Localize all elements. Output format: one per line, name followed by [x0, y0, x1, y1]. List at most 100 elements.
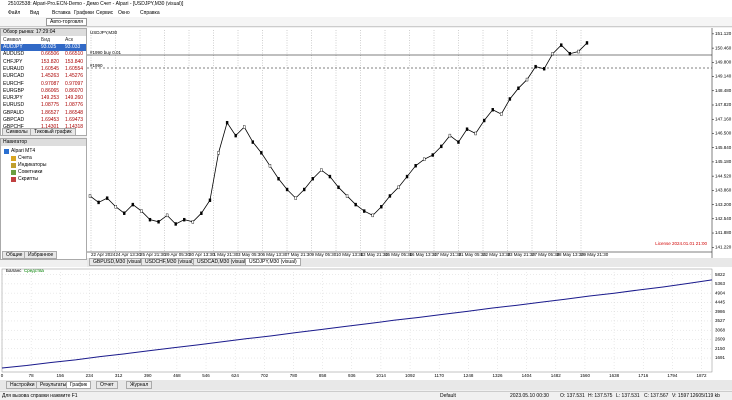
x-tick-label: 16 May 13:30: [410, 252, 438, 257]
menu-item[interactable]: Окно: [118, 10, 130, 16]
chart-tab[interactable]: USDCHF,M30 (visual): [141, 258, 198, 266]
candle: [183, 217, 186, 222]
x-tick-label: 1794: [667, 373, 678, 378]
price: 1.08776: [65, 102, 84, 109]
x-tick-label: 1638: [609, 373, 620, 378]
symbol-row[interactable]: EURJPY 149.253 149.260: [1, 95, 86, 102]
x-tick-label: 1 May 21:30: [214, 252, 239, 257]
x-tick-label: 1248: [463, 373, 474, 378]
tree-item[interactable]: Скрипты: [18, 176, 38, 182]
symbol-row[interactable]: GBPCAD 1.69453 1.69473: [1, 117, 86, 124]
candle: [440, 144, 443, 149]
symbol-row[interactable]: EURCHF 0.97087 0.97097: [1, 81, 86, 88]
tester-tab[interactable]: График: [66, 381, 92, 389]
chart-tab[interactable]: GBPUSD,M30 (visual): [89, 258, 147, 266]
status-field: V: 1597: [672, 393, 690, 399]
symbol-row[interactable]: CHFJPY 153.820 153.840: [1, 59, 86, 66]
chart-tab[interactable]: USDJPY,M30 (visual): [245, 258, 301, 266]
y-tick-label: 148.480: [715, 88, 732, 93]
panel-tab[interactable]: Символы: [2, 128, 32, 136]
tester-tab[interactable]: Отчет: [96, 381, 118, 389]
panel-tab[interactable]: Общие: [2, 251, 27, 259]
symbol-row[interactable]: EURAUD 1.60545 1.60554: [1, 66, 86, 73]
status-field: 12605/119 kb: [690, 393, 720, 399]
y-tick-label: 147.820: [715, 102, 732, 107]
autotrade-button[interactable]: Авто-торговля: [46, 18, 88, 26]
candle: [294, 196, 297, 200]
x-tick-label: 312: [115, 373, 123, 378]
candle: [88, 194, 92, 198]
y-tick-label: 144.520: [715, 173, 732, 178]
y-tick-label: 2150: [715, 346, 726, 351]
menu-item[interactable]: Графики: [74, 10, 94, 16]
x-tick-label: 702: [261, 373, 269, 378]
price: 149.253: [41, 95, 60, 102]
license-label: License 2024.01.01 21:00: [655, 241, 707, 246]
candle: [251, 140, 255, 144]
x-tick-label: 234: [86, 373, 94, 378]
symbol-row[interactable]: EURUSD 1.08775 1.08776: [1, 102, 86, 109]
status-field: Default: [440, 393, 456, 399]
candle: [105, 196, 109, 200]
symbol-row[interactable]: GBPCHF 1.14301 1.14318: [1, 124, 86, 131]
panel-tab[interactable]: Тиковый график: [30, 128, 76, 136]
price: 0.86065: [41, 87, 60, 94]
tree-item[interactable]: Счета: [18, 155, 32, 161]
menu-item[interactable]: Справка: [140, 10, 160, 16]
symbol-row[interactable]: EURCAD 1.45263 1.45276: [1, 73, 86, 80]
y-tick-label: 142.540: [715, 216, 732, 221]
symbol: EURAUD: [3, 65, 25, 72]
price: 0.66510: [65, 51, 84, 58]
symbol-row[interactable]: AUDUSD 0.66506 0.66510: [1, 51, 86, 58]
symbol: GBPCAD: [3, 117, 25, 123]
x-tick-label: 17 May 21:30: [434, 252, 462, 257]
candle: [148, 217, 152, 222]
candle: [225, 120, 229, 125]
legend-entry: Баланс: [6, 268, 22, 273]
x-tick-label: 28 May 13:30: [557, 252, 585, 257]
tree-item[interactable]: Советники: [18, 169, 43, 175]
y-tick-label: 3527: [715, 318, 726, 323]
panel-tab[interactable]: Избранное: [24, 251, 58, 259]
x-tick-label: 27 May 05:30: [532, 252, 560, 257]
candle: [277, 177, 280, 181]
symbol-row[interactable]: GBPAUD 1.86527 1.86548: [1, 110, 86, 117]
price: 1.60554: [65, 65, 84, 72]
symbol: EURGBP: [3, 87, 25, 94]
symbol-row[interactable]: AUDJPY 93.025 93.033: [1, 44, 86, 51]
y-tick-label: 4445: [715, 300, 726, 305]
candle: [508, 97, 512, 101]
y-tick-label: 141.220: [715, 244, 732, 249]
tester-tabs: Настройки Результаты График Отчет Журнал: [0, 380, 732, 390]
candle: [174, 222, 177, 226]
symbol-row[interactable]: EURGBP 0.86065 0.86070: [1, 88, 86, 95]
column-header: Аск: [65, 37, 74, 43]
tester-tab[interactable]: Журнал: [126, 381, 153, 389]
price: 1.60545: [41, 65, 60, 72]
toolbar: Авто-торговля: [0, 17, 732, 27]
price: 1.69453: [41, 117, 60, 123]
x-tick-label: 780: [290, 373, 298, 378]
column-header: Символ: [3, 37, 22, 43]
tester-graph: 5822 5363 4904 4445 3986 3527 3068 2609 2150 1691…: [0, 267, 732, 380]
symbol: AUDJPY: [3, 44, 23, 50]
price: 1.14318: [65, 124, 83, 131]
chart-tab[interactable]: USDCAD,M30 (visual): [193, 258, 251, 266]
price-chart: 151.120 150.460 149.800 149.140 148.480 147.8…: [87, 28, 732, 258]
candle: [311, 177, 314, 181]
candle: [465, 127, 469, 131]
menu-item[interactable]: Вставка: [52, 10, 71, 16]
menu-item[interactable]: Вид: [30, 10, 40, 16]
tree-item[interactable]: Индикаторы: [18, 162, 47, 168]
tree-item[interactable]: Alpari MT4: [11, 148, 36, 154]
candle: [577, 49, 580, 54]
x-tick-label: 0: [1, 373, 4, 378]
y-tick-label: 2609: [715, 337, 726, 342]
menu-item[interactable]: Файл: [8, 10, 21, 16]
tester-tab[interactable]: Настройки: [6, 381, 39, 389]
chart-tabs: GBPUSD,M30 (visual) USDCHF,M30 (visual) US…: [87, 258, 732, 267]
candle: [397, 185, 400, 190]
menu-item[interactable]: Сервис: [96, 10, 114, 16]
candle: [320, 168, 323, 172]
candle: [560, 43, 563, 47]
